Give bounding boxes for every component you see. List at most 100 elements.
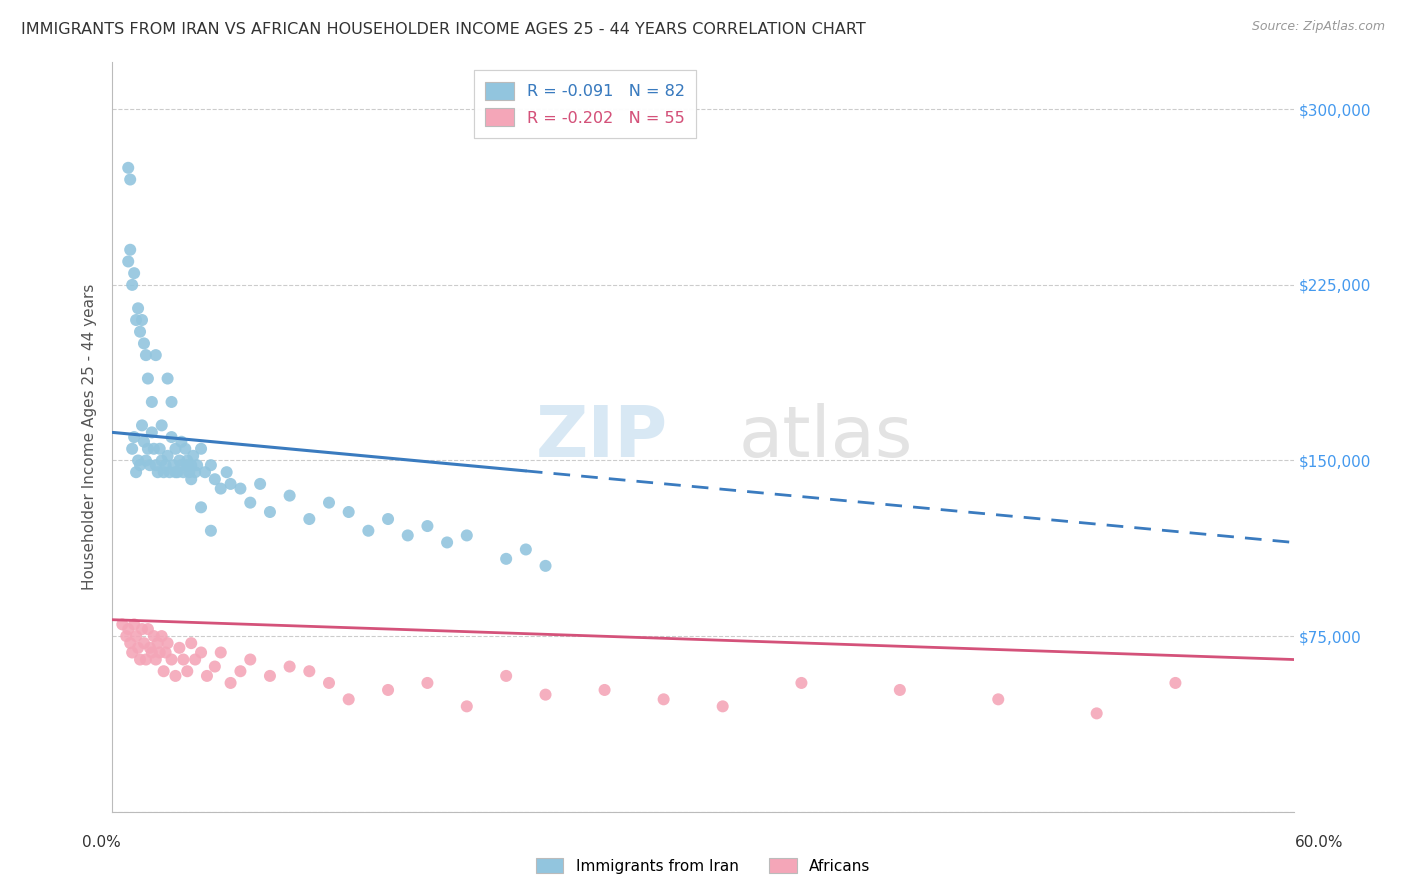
Point [200, 458, 222, 473]
Point [200, 524, 222, 538]
Point [219, 476, 242, 491]
Point [149, 442, 172, 456]
Point [131, 622, 153, 636]
Point [190, 500, 212, 515]
Point [318, 496, 340, 510]
Point [204, 472, 226, 486]
Point [150, 453, 173, 467]
Point [131, 313, 153, 327]
Point [229, 482, 252, 496]
Point [169, 640, 191, 655]
Point [159, 465, 181, 479]
Point [195, 669, 218, 683]
Point [129, 458, 152, 473]
Point [135, 348, 157, 362]
Point [127, 640, 149, 655]
Text: 0.0%: 0.0% [82, 836, 121, 850]
Point [139, 458, 162, 473]
Point [127, 453, 149, 467]
Point [156, 636, 179, 650]
Point [436, 535, 458, 549]
Point [180, 458, 202, 473]
Point [174, 442, 197, 456]
Point [120, 636, 142, 650]
Point [152, 465, 174, 479]
Point [142, 442, 165, 456]
Point [172, 465, 194, 479]
Point [416, 676, 439, 690]
Point [184, 465, 207, 479]
Point [186, 458, 208, 473]
Point [181, 449, 204, 463]
Point [357, 524, 380, 538]
Point [117, 622, 139, 636]
Point [259, 669, 281, 683]
Point [155, 646, 177, 660]
Point [125, 313, 148, 327]
Point [165, 669, 187, 683]
Text: ZIP: ZIP [536, 402, 668, 472]
Point [122, 266, 145, 280]
Text: IMMIGRANTS FROM IRAN VS AFRICAN HOUSEHOLDER INCOME AGES 25 - 44 YEARS CORRELATIO: IMMIGRANTS FROM IRAN VS AFRICAN HOUSEHOL… [21, 22, 866, 37]
Point [229, 664, 252, 679]
Point [122, 617, 145, 632]
Point [176, 453, 198, 467]
Text: Source: ZipAtlas.com: Source: ZipAtlas.com [1251, 20, 1385, 33]
Point [117, 254, 139, 268]
Point [416, 519, 439, 533]
Point [149, 646, 172, 660]
Point [219, 676, 242, 690]
Point [131, 418, 153, 433]
Point [184, 652, 207, 666]
Point [145, 652, 167, 666]
Point [136, 371, 159, 385]
Point [136, 442, 159, 456]
Point [987, 692, 1010, 706]
Point [121, 442, 143, 456]
Point [318, 676, 340, 690]
Point [139, 640, 162, 655]
Point [156, 371, 179, 385]
Point [534, 558, 557, 573]
Point [170, 458, 193, 473]
Point [117, 161, 139, 175]
Point [160, 395, 183, 409]
Point [298, 664, 321, 679]
Point [1164, 676, 1187, 690]
Point [111, 617, 134, 632]
Point [337, 692, 360, 706]
Legend: R = -0.091   N = 82, R = -0.202   N = 55: R = -0.091 N = 82, R = -0.202 N = 55 [474, 70, 696, 137]
Point [146, 636, 169, 650]
Point [239, 496, 262, 510]
Point [115, 629, 138, 643]
Point [120, 172, 142, 186]
Point [121, 646, 143, 660]
Point [127, 301, 149, 316]
Point [456, 528, 478, 542]
Point [160, 652, 183, 666]
Point [194, 465, 217, 479]
Point [129, 325, 152, 339]
Point [396, 528, 419, 542]
Point [1085, 706, 1108, 721]
Point [121, 277, 143, 292]
Point [298, 512, 321, 526]
Point [132, 434, 155, 449]
Point [209, 482, 232, 496]
Point [150, 418, 173, 433]
Point [135, 652, 157, 666]
Point [495, 551, 517, 566]
Point [165, 465, 187, 479]
Point [132, 336, 155, 351]
Legend: Immigrants from Iran, Africans: Immigrants from Iran, Africans [530, 852, 876, 880]
Point [215, 465, 238, 479]
Point [132, 636, 155, 650]
Y-axis label: Householder Income Ages 25 - 44 years: Householder Income Ages 25 - 44 years [82, 284, 97, 591]
Point [141, 425, 163, 440]
Point [160, 430, 183, 444]
Point [162, 458, 184, 473]
Point [204, 659, 226, 673]
Point [141, 646, 163, 660]
Point [169, 453, 191, 467]
Point [456, 699, 478, 714]
